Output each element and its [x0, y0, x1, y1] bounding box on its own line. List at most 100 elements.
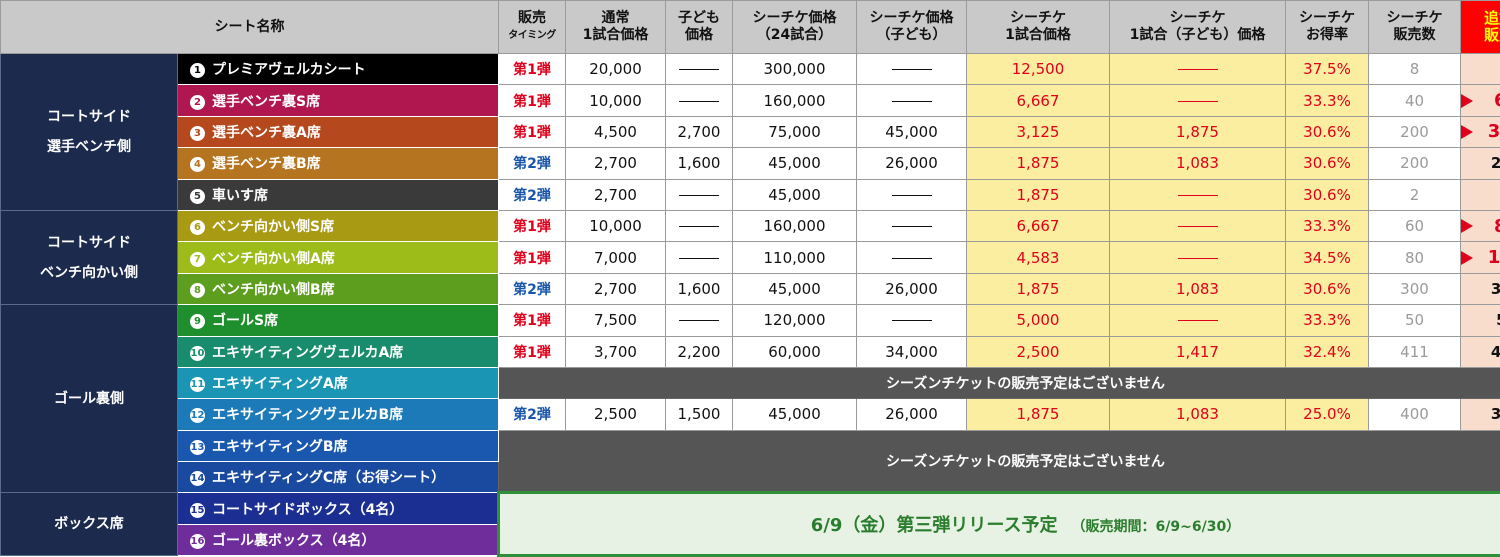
group-courtside-bench-label: コートサイド — [47, 108, 131, 125]
season-per-game-child-price: 1,083 — [1109, 398, 1286, 431]
child-price: 2,700 — [665, 115, 733, 149]
header-sold-line2: 販売数 — [1393, 27, 1436, 43]
seat-label: ベンチ向かい側S席 — [212, 219, 335, 236]
normal-price: 4,500 — [565, 115, 666, 149]
child-price — [665, 84, 733, 117]
discount-rate: 33.3% — [1285, 209, 1369, 243]
after-count: 8 — [1460, 52, 1500, 86]
child-price: 1,500 — [665, 398, 733, 431]
dash-placeholder — [891, 100, 932, 102]
table-row: 12 エキサイティングヴェルカB席 第2弾 2,500 1,500 45,000 26,00… — [1, 398, 1500, 431]
dash-placeholder — [891, 226, 932, 228]
seat-label: 選手ベンチ裏S席 — [212, 93, 321, 110]
sale-timing: 第1弾 — [498, 335, 566, 368]
child-price — [665, 241, 733, 274]
season-per-game-child-price: 1,875 — [1109, 115, 1286, 149]
header-after-line2: 販売数 — [1483, 26, 1500, 44]
discount-rate: 33.3% — [1285, 84, 1369, 117]
season-per-game-child-price — [1109, 304, 1286, 337]
header-child-line2: 価格 — [685, 27, 713, 43]
seat-name-cell: 9 ゴールS席 — [177, 304, 499, 337]
season-per-game-child-price: 1,083 — [1109, 272, 1286, 306]
seat-label: 選手ベンチ裏A席 — [212, 124, 321, 141]
header-season-price: シーチケ価格 （24試合） — [732, 0, 857, 54]
season-price: 160,000 — [732, 84, 857, 117]
sale-timing: 第1弾 — [498, 209, 566, 243]
season-per-game-price: 12,500 — [966, 52, 1110, 86]
increase-arrow-icon — [1461, 93, 1473, 108]
after-count: 80 — [1460, 209, 1500, 243]
dash-placeholder — [679, 226, 719, 228]
header-season-child-line2: （子ども） — [876, 27, 947, 43]
dash-placeholder — [679, 100, 719, 102]
header-normal-price: 通常 1試合価格 — [565, 0, 666, 54]
season-per-game-price: 6,667 — [966, 209, 1110, 243]
seat-number-badge: 6 — [190, 220, 205, 236]
normal-price: 10,000 — [565, 209, 666, 243]
header-sold-line1: シーチケ — [1386, 10, 1443, 26]
sale-timing: 第2弾 — [498, 272, 566, 306]
seat-name-cell: 4 選手ベンチ裏B席 — [177, 147, 499, 180]
season-child-price — [856, 304, 967, 337]
season-per-game-child-price — [1109, 84, 1286, 117]
table-row: 16 ゴール裏ボックス（4名） — [1, 523, 1500, 557]
child-price — [665, 304, 733, 337]
header-season-per-game: シーチケ 1試合価格 — [966, 0, 1110, 54]
seat-number-badge: 10 — [190, 345, 205, 361]
sold-count: 40 — [1368, 84, 1461, 117]
season-price: 45,000 — [732, 398, 857, 431]
seat-label: ベンチ向かい側B席 — [212, 281, 335, 298]
table-row: 10 エキサイティングヴェルカA席 第1弾 3,700 2,200 60,000 34,00… — [1, 335, 1500, 368]
header-child-line1: 子ども — [678, 10, 720, 26]
seat-label: エキサイティングヴェルカB席 — [212, 407, 404, 424]
header-after-line1: 追加後 — [1483, 9, 1500, 27]
seat-name-cell: 10 エキサイティングヴェルカA席 — [177, 335, 499, 368]
table-row: 8 ベンチ向かい側B席 第2弾 2,700 1,600 45,000 26,000 1,875… — [1, 272, 1500, 306]
after-count: 50 — [1460, 304, 1500, 337]
season-price: 110,000 — [732, 241, 857, 274]
seat-name-cell: 8 ベンチ向かい側B席 — [177, 272, 499, 306]
season-child-price: 34,000 — [856, 335, 967, 368]
header-timing-line2: タイミング — [508, 30, 556, 41]
sold-count: 200 — [1368, 115, 1461, 149]
sale-timing: 第1弾 — [498, 115, 566, 149]
release-notice: 6/9（金）第三弾リリース予定 （販売期間：6/9~6/30） — [497, 491, 1500, 557]
discount-rate: 30.6% — [1285, 147, 1369, 180]
group-goal-behind-label: ゴール裏側 — [54, 390, 124, 407]
header-discount-line2: お得率 — [1306, 27, 1348, 43]
header-child-price: 子ども 価格 — [665, 0, 733, 54]
after-count: 300 — [1460, 272, 1500, 306]
dash-placeholder — [1177, 320, 1218, 322]
seat-number-badge: 8 — [190, 282, 205, 298]
release-period-text: （販売期間：6/9~6/30） — [1071, 519, 1241, 536]
season-child-price: 26,000 — [856, 147, 967, 180]
sold-count: 80 — [1368, 241, 1461, 274]
season-per-game-child-price — [1109, 52, 1286, 86]
seat-name-cell: 16 ゴール裏ボックス（4名） — [177, 523, 499, 557]
seat-number-badge: 9 — [190, 314, 205, 330]
header-sold-count: シーチケ 販売数 — [1368, 0, 1461, 54]
after-count-value: 300 — [1487, 121, 1500, 143]
seat-label: ゴール裏ボックス（4名） — [212, 533, 376, 550]
season-per-game-child-price: 1,083 — [1109, 147, 1286, 180]
sale-timing: 第1弾 — [498, 304, 566, 337]
season-child-price: 26,000 — [856, 272, 967, 306]
header-discount-rate: シーチケ お得率 — [1285, 0, 1369, 54]
sale-timing: 第1弾 — [498, 52, 566, 86]
child-price — [665, 52, 733, 86]
header-per-game-line1: シーチケ — [1010, 10, 1066, 26]
header-discount-line1: シーチケ — [1299, 10, 1355, 26]
seat-number-badge: 11 — [190, 377, 205, 393]
seat-label: プレミアヴェルカシート — [212, 62, 366, 79]
increase-arrow-icon — [1461, 219, 1473, 234]
seat-name-cell: 14 エキサイティングC席（お得シート） — [177, 461, 499, 494]
no-sale-notice: シーズンチケットの販売予定はございません — [498, 429, 1500, 494]
seat-label: エキサイティングB席 — [212, 438, 348, 455]
table-row: 4 選手ベンチ裏B席 第2弾 2,700 1,600 45,000 26,000 1,875 1… — [1, 147, 1500, 180]
normal-price: 7,500 — [565, 304, 666, 337]
seat-number-badge: 15 — [190, 502, 205, 518]
season-per-game-price: 1,875 — [966, 272, 1110, 306]
after-count-value: 80 — [1494, 216, 1500, 237]
